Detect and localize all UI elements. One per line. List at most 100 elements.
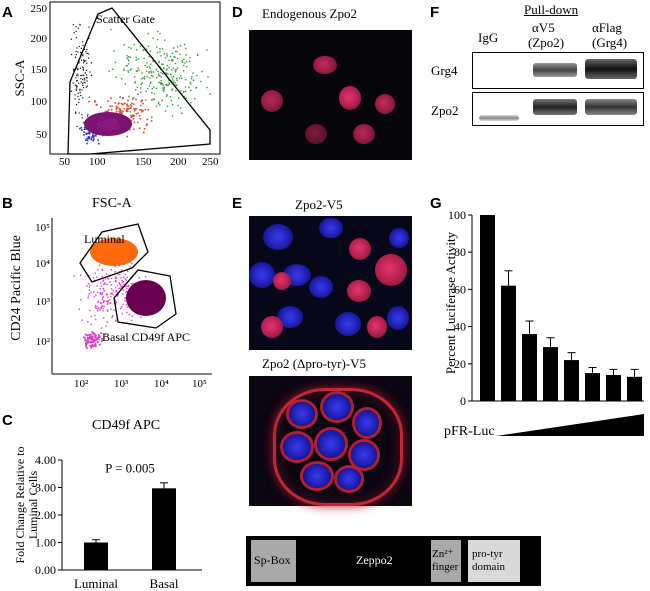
y-tick-label: 20 [454,357,466,371]
panel-a-xtick: 50 [59,156,70,168]
panel-a-ytick: 50 [36,129,47,141]
nucleus [277,306,303,328]
panel-b-xtick: 10⁵ [192,378,207,390]
panel-f-lane-av5: αV5 [532,20,555,35]
panel-label-f: F [430,4,440,21]
panel-b-luminal-label: Luminal [84,232,125,246]
x-category-label: Luminal [74,576,118,591]
domain-sp-box-label: Sp-Box [254,553,291,567]
panel-f-lane-aflag-sub: (Grg4) [592,35,628,50]
panel-d-title: Endogenous Zpo2 [262,6,357,21]
panel-a-xticks: 50 100 150 200 250 [50,156,225,170]
panel-b-title: FSC-A [92,196,132,211]
nucleus [313,56,337,74]
panel-g-bar-chart: 0 20 40 60 80 100 [448,208,644,408]
panel-b-ytick: 10² [35,336,50,348]
nucleus [355,410,379,436]
panel-f-lane-igg: IgG [478,30,499,45]
y-tick-label: 0 [460,394,466,408]
nucleus [305,124,327,144]
panel-f-lane-av5-sub: (Zpo2) [528,35,565,50]
panel-c-title: CD49f APC [92,418,161,433]
blot-band [585,59,637,79]
nucleus [375,94,395,114]
y-tick-label: 60 [454,282,466,296]
panel-e-title-top: Zpo2-V5 [295,197,343,212]
nucleus [389,228,409,248]
y-tick-label: 80 [454,245,466,259]
panel-label-e: E [232,195,243,212]
panel-a-xtick: 150 [135,156,152,168]
panel-a-ytick: 200 [30,33,48,45]
nucleus [339,86,361,110]
panel-b-ytick: 10³ [35,296,50,308]
panel-d-micrograph [249,30,412,160]
protein-domain-diagram: Sp-Box Zeppo2 Zn²⁺ finger pro-tyr domain [246,536,541,586]
panel-f-pulldown-label: Pull-down [524,2,579,17]
nucleus [353,124,375,144]
y-tick-label: 3.00 [35,481,56,495]
domain-zn-finger-label: Zn²⁺ finger [432,548,459,573]
panel-b-ytick: 10⁴ [35,258,50,270]
panel-a-ytick: 150 [30,64,48,76]
nucleus [351,442,377,468]
bar [480,215,495,401]
blot-band [533,63,577,77]
panel-c-bar-chart: 0.00 1.00 2.00 3.00 4.00 Luminal Basal P = 0.00… [35,453,202,591]
y-tick-label: 1.00 [35,536,56,550]
panel-label-b: B [2,195,13,212]
panel-g-xlabel: pFR-Luc [444,424,495,439]
domain-sp-box: Sp-Box [251,540,296,582]
bar [522,334,537,401]
nucleus [261,90,283,112]
panel-label-c: C [2,412,13,429]
nucleus [349,238,371,260]
panel-b-xtick: 10⁴ [154,378,169,390]
panel-a-xtick: 200 [170,156,187,168]
panel-a-ytick: 100 [30,96,48,108]
western-blot-grg4 [472,52,644,89]
panel-b-ytick: 10⁵ [35,222,50,234]
nucleus [387,306,409,330]
panel-f-row-zpo2: Zpo2 [431,103,459,118]
bar [501,285,516,401]
bar [627,376,642,401]
bar [606,374,621,401]
panel-b-yticks: 10⁵ 10⁴ 10³ 10² [28,218,50,378]
nucleus [337,468,361,490]
nucleus [367,316,387,338]
panel-label-g: G [430,195,442,212]
bar [152,488,176,570]
bar [543,347,558,401]
blot-band [479,115,519,121]
nucleus [283,434,311,460]
x-category-label: Basal [150,576,179,591]
p-value-annotation: P = 0.005 [105,460,155,475]
panel-f-row-grg4: Grg4 [431,63,458,78]
panel-e-micrograph-bottom [249,376,412,506]
panel-a-ytick: 250 [30,3,48,15]
y-tick-label: 4.00 [35,453,56,467]
panel-g-dose-wedge [496,414,644,436]
nucleus [273,272,291,290]
bar [84,542,108,570]
domain-zeppo2-label: Zeppo2 [356,553,393,567]
nucleus [303,464,331,488]
panel-a-scatter-plot [49,1,221,155]
western-blot-zpo2 [472,92,644,126]
nucleus [289,402,315,426]
panel-label-d: D [232,4,243,21]
panel-label-a: A [2,4,13,21]
nucleus [375,254,407,286]
panel-b-xticks: 10² 10³ 10⁴ 10⁵ [52,378,222,392]
domain-zn-finger: Zn²⁺ finger [431,540,461,582]
panel-b-xtick: 10² [74,378,89,390]
nucleus [263,224,293,250]
nucleus [335,312,361,336]
panel-b-ylabel: CD24 Pacific Blue [9,235,24,341]
blot-band [585,99,637,115]
nucleus [323,394,351,420]
blot-band [533,99,577,115]
domain-pro-tyr-label: pro-tyr domain [472,548,505,573]
cell-cluster [273,388,403,506]
